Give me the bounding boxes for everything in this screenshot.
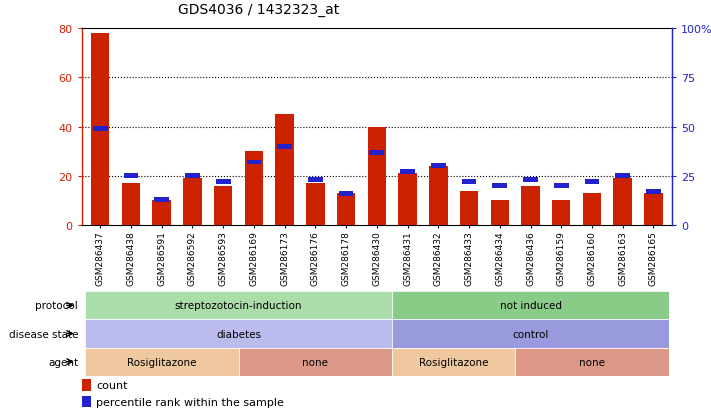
Text: GDS4036 / 1432323_at: GDS4036 / 1432323_at xyxy=(178,2,339,17)
FancyBboxPatch shape xyxy=(515,348,669,376)
Bar xyxy=(370,150,384,155)
FancyBboxPatch shape xyxy=(392,320,669,348)
Bar xyxy=(154,197,169,202)
FancyBboxPatch shape xyxy=(85,320,392,348)
Text: percentile rank within the sample: percentile rank within the sample xyxy=(96,396,284,406)
Text: none: none xyxy=(579,357,605,367)
Bar xyxy=(82,396,91,407)
Bar xyxy=(400,170,415,175)
Bar xyxy=(614,179,632,225)
Bar xyxy=(368,127,386,225)
Bar xyxy=(275,115,294,225)
Bar xyxy=(523,178,538,183)
FancyBboxPatch shape xyxy=(392,348,515,376)
Text: count: count xyxy=(96,380,127,390)
Bar xyxy=(185,174,200,179)
Text: protocol: protocol xyxy=(36,301,78,311)
Bar xyxy=(583,194,602,225)
Text: not induced: not induced xyxy=(500,301,562,311)
Bar xyxy=(552,201,570,225)
Bar xyxy=(521,186,540,225)
Bar xyxy=(460,191,479,225)
Bar xyxy=(183,179,202,225)
FancyBboxPatch shape xyxy=(392,292,669,320)
Bar xyxy=(306,184,325,225)
Bar xyxy=(247,160,261,165)
Bar xyxy=(122,184,140,225)
Bar xyxy=(308,178,323,183)
Bar xyxy=(644,194,663,225)
Text: diabetes: diabetes xyxy=(216,329,261,339)
Text: Rosiglitazone: Rosiglitazone xyxy=(419,357,488,367)
Bar xyxy=(431,164,446,169)
Bar xyxy=(337,194,356,225)
Bar xyxy=(398,174,417,225)
FancyBboxPatch shape xyxy=(85,292,392,320)
Text: control: control xyxy=(513,329,549,339)
Bar xyxy=(277,145,292,150)
Bar xyxy=(338,192,353,197)
Bar xyxy=(554,184,569,189)
Bar xyxy=(429,166,447,225)
Bar xyxy=(214,186,232,225)
Bar xyxy=(215,180,230,185)
Bar xyxy=(82,379,91,391)
Bar xyxy=(461,180,476,185)
FancyBboxPatch shape xyxy=(238,348,392,376)
Bar xyxy=(615,174,630,179)
Text: Rosiglitazone: Rosiglitazone xyxy=(127,357,196,367)
Text: none: none xyxy=(302,357,328,367)
Bar xyxy=(493,184,507,189)
Bar xyxy=(91,34,109,225)
Bar xyxy=(93,127,107,132)
Bar xyxy=(584,180,599,185)
FancyBboxPatch shape xyxy=(85,348,238,376)
Bar xyxy=(124,174,139,179)
Text: disease state: disease state xyxy=(9,329,78,339)
Bar xyxy=(245,152,263,225)
Text: streptozotocin-induction: streptozotocin-induction xyxy=(175,301,302,311)
Bar xyxy=(152,201,171,225)
Bar xyxy=(491,201,509,225)
Bar xyxy=(646,190,661,195)
Text: agent: agent xyxy=(48,357,78,367)
